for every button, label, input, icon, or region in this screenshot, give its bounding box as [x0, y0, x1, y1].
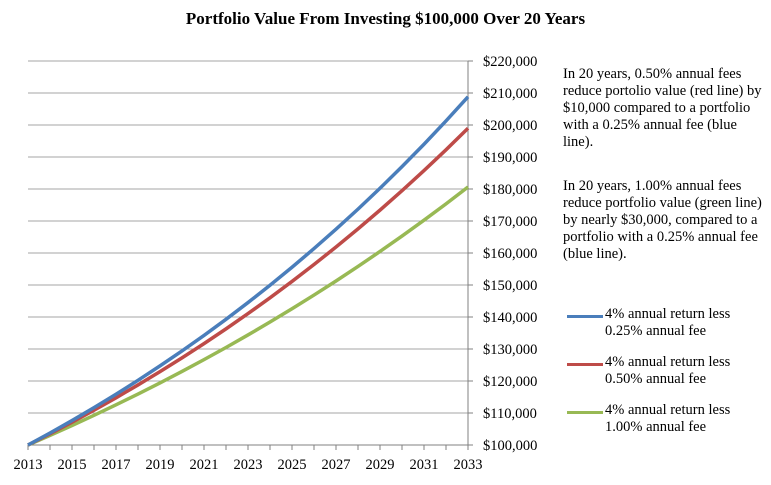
x-tick-label: 2031 — [410, 457, 439, 473]
y-tick-label: $200,000 — [483, 118, 537, 134]
x-tick-label: 2015 — [58, 457, 87, 473]
y-tick-label: $120,000 — [483, 374, 537, 390]
legend-label-2: 4% annual return less 1.00% annual fee — [605, 402, 731, 435]
chart-title: Portfolio Value From Investing $100,000 … — [185, 9, 586, 28]
legend-label-1: 4% annual return less 0.50% annual fee — [605, 354, 731, 387]
series-line — [27, 185, 470, 447]
legend: 4% annual return less 0.25% annual fee 4… — [567, 306, 767, 450]
y-tick-label: $150,000 — [483, 278, 537, 294]
x-tick-label: 2021 — [190, 457, 219, 473]
legend-swatch-0 — [567, 315, 603, 318]
annotation-red-line: In 20 years, 0.50% annual fees reduce po… — [563, 66, 762, 150]
legend-item-2: 4% annual return less 1.00% annual fee — [567, 402, 767, 436]
y-tick-label: $210,000 — [483, 86, 537, 102]
y-tick-label: $110,000 — [483, 406, 537, 422]
x-tick-label: 2025 — [278, 457, 307, 473]
series-line — [27, 95, 470, 447]
y-tick-label: $140,000 — [483, 310, 537, 326]
y-tick-label: $170,000 — [483, 214, 537, 230]
legend-item-0: 4% annual return less 0.25% annual fee — [567, 306, 767, 340]
annotation-green-line: In 20 years, 1.00% annual fees reduce po… — [563, 178, 762, 262]
y-tick-label: $220,000 — [483, 54, 537, 70]
x-tick-label: 2033 — [454, 457, 483, 473]
y-tick-label: $180,000 — [483, 182, 537, 198]
series-line — [27, 127, 470, 447]
legend-item-1: 4% annual return less 0.50% annual fee — [567, 354, 767, 388]
x-tick-label: 2013 — [14, 457, 43, 473]
y-tick-label: $160,000 — [483, 246, 537, 262]
y-tick-label: $100,000 — [483, 438, 537, 454]
y-tick-label: $190,000 — [483, 150, 537, 166]
legend-label-0: 4% annual return less 0.25% annual fee — [605, 306, 731, 339]
x-tick-label: 2019 — [146, 457, 175, 473]
y-tick-label: $130,000 — [483, 342, 537, 358]
x-tick-label: 2017 — [102, 457, 131, 473]
x-tick-label: 2027 — [322, 457, 351, 473]
x-tick-label: 2029 — [366, 457, 395, 473]
x-tick-label: 2023 — [234, 457, 263, 473]
legend-swatch-2 — [567, 411, 603, 414]
legend-swatch-1 — [567, 363, 603, 366]
